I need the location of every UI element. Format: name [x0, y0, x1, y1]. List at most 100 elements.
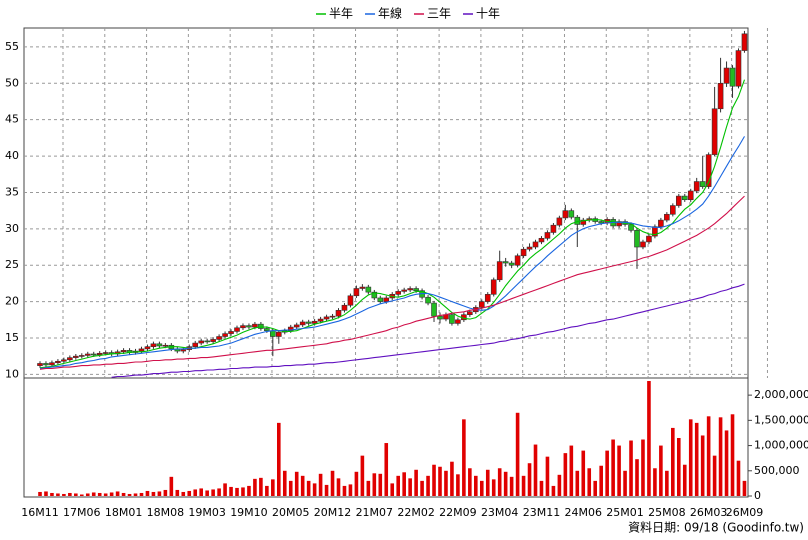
volume-bar [629, 440, 633, 496]
volume-bar [665, 470, 669, 496]
x-tick-label: 18M01 [105, 506, 143, 519]
y-tick-label: 50 [5, 76, 19, 89]
volume-bar [79, 494, 84, 496]
volume-bar [456, 474, 460, 496]
candle-body [628, 224, 634, 231]
candle-body [120, 350, 127, 353]
volume-bar [396, 475, 400, 496]
volume-bar [145, 490, 150, 496]
volume-bar [97, 492, 102, 496]
candle-body [729, 67, 736, 87]
y2-tick-label: 500,000 [754, 464, 800, 477]
candle-body [228, 331, 234, 334]
volume-bar [229, 486, 233, 496]
candle-body [413, 288, 419, 291]
candle-body [90, 353, 97, 356]
candle-body [681, 195, 688, 201]
volume-bar [85, 493, 90, 496]
candle-body [562, 210, 569, 219]
volume-bar [617, 445, 621, 496]
volume-bar [378, 473, 383, 496]
candle-body [270, 330, 276, 337]
candle-body [73, 355, 79, 358]
candle-body [240, 325, 246, 329]
candle-body [216, 336, 222, 340]
volume-bar [420, 480, 424, 496]
candle-body [520, 248, 527, 257]
volume-bar [44, 491, 48, 496]
volume-bar [515, 412, 520, 496]
volume-bar [306, 480, 311, 496]
y-tick-label: 45 [5, 113, 19, 126]
candle-body [102, 352, 109, 354]
candle-body [55, 360, 61, 364]
volume-bar [593, 480, 598, 496]
volume-bar [241, 487, 245, 496]
ma-line [39, 195, 745, 370]
candle-body [646, 235, 652, 243]
candle-body [180, 349, 187, 352]
candle-body [449, 314, 455, 324]
candle-body [437, 315, 443, 320]
x-tick-label: 26M03 [690, 506, 728, 519]
volume-bar [163, 489, 168, 496]
candle-body [670, 205, 676, 215]
volume-bar [372, 473, 377, 496]
volume-bar [157, 491, 162, 496]
legend-label: 十年 [476, 7, 500, 21]
volume-bar [587, 468, 592, 496]
y-tick-label: 35 [5, 185, 19, 198]
volume-bar [682, 464, 687, 496]
volume-bar [623, 470, 627, 496]
volume-bar [300, 475, 305, 496]
candle-body [192, 342, 199, 348]
candle-body [508, 262, 515, 266]
x-tick-label: 25M08 [648, 506, 686, 519]
candle-body [383, 297, 390, 302]
volume-bar [103, 493, 108, 496]
volume-bar [390, 483, 395, 496]
x-tick-label: 23M11 [523, 506, 561, 519]
ma-line [111, 283, 745, 378]
candle-body [550, 224, 557, 233]
volume-bar [193, 489, 198, 496]
candle-body [61, 359, 67, 362]
volume-bar [557, 474, 562, 496]
volume-bar [676, 438, 681, 496]
candle-body [353, 288, 360, 297]
volume-bar [151, 491, 156, 496]
volume-bar [533, 444, 538, 496]
candle-body [138, 348, 145, 352]
x-tick-label: 23M04 [481, 506, 519, 519]
candle-body [455, 319, 461, 324]
candle-body [658, 219, 664, 227]
y-tick-label: 20 [5, 295, 19, 308]
candle-body [37, 363, 43, 366]
candle-body [401, 289, 407, 292]
volume-bar [360, 455, 365, 496]
volume-bar [444, 470, 448, 496]
volume-bar [408, 478, 412, 496]
candle-body [484, 294, 491, 302]
volume-bar [181, 491, 186, 496]
candle-body [431, 302, 437, 317]
legend-label: 年線 [378, 6, 402, 21]
candle-body [287, 326, 294, 332]
candle-body [78, 355, 85, 357]
volume-bar [247, 485, 251, 496]
volume-bar [342, 485, 347, 496]
volume-bar [491, 479, 496, 496]
volume-bar [694, 422, 699, 496]
candle-body [377, 297, 384, 302]
candle-body [162, 344, 169, 347]
volume-bar [50, 492, 54, 496]
volume-bar [521, 475, 526, 496]
volume-bar [127, 493, 132, 496]
legend-label: 半年 [329, 7, 353, 21]
candle-body [425, 296, 431, 304]
volume-bar [205, 490, 209, 496]
y-tick-label: 10 [5, 367, 19, 380]
candle-body [347, 295, 354, 306]
x-tick-label: 17M06 [63, 506, 101, 519]
volume-bar [259, 477, 263, 496]
